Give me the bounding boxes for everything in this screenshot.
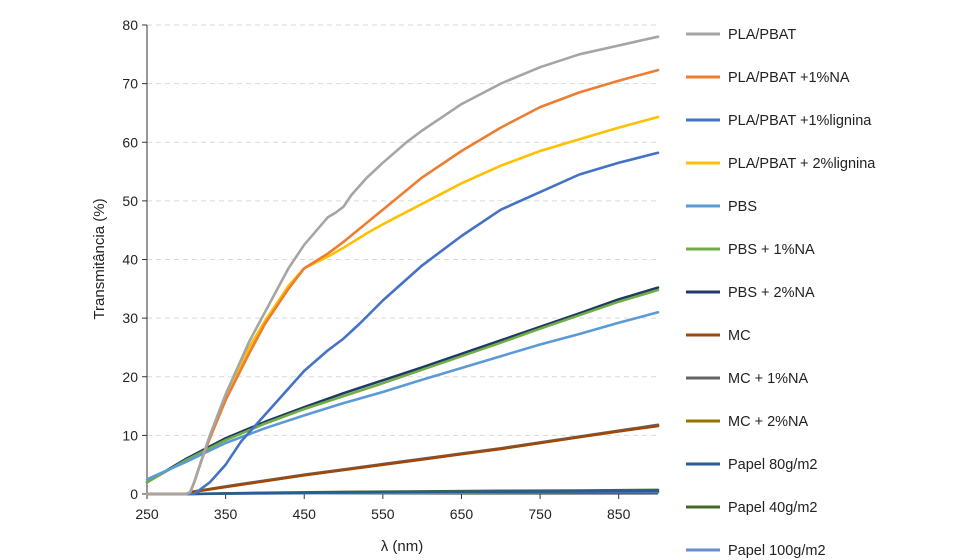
series-line-pbs-1-na [145, 288, 660, 484]
legend-item-pbs-2-na: PBS + 2%NA [686, 285, 815, 301]
legend-item-pla-pbat-1-na: PLA/PBAT +1%NA [686, 70, 850, 86]
legend: PLA/PBAT PLA/PBAT +1%NA PLA/PBAT +1%lignin… [686, 27, 876, 559]
legend-label: Papel 80g/m2 [728, 457, 817, 473]
x-tick-label: 750 [528, 506, 552, 522]
series-line-papel-80g-m2 [145, 489, 660, 496]
x-tick-label: 350 [214, 506, 238, 522]
series-line-pbs-2-na [145, 286, 660, 484]
legend-label: PBS [728, 199, 757, 215]
legend-label: PBS + 1%NA [728, 242, 815, 258]
series-line-pla-pbat-1-lignina [145, 151, 660, 496]
legend-label: PLA/PBAT [728, 27, 796, 43]
legend-item-pla-pbat-1-lignina: PLA/PBAT +1%lignina [686, 113, 872, 129]
y-tick-label: 70 [122, 76, 138, 92]
y-axis-title: Transmitância (%) [91, 198, 108, 319]
series-line-pla-pbat [145, 35, 660, 496]
legend-label: MC [728, 328, 751, 344]
legend-label: Papel 100g/m2 [728, 543, 826, 559]
legend-label: PLA/PBAT +1%NA [728, 70, 850, 86]
x-axis-title: λ (nm) [381, 538, 424, 555]
x-tick-label: 550 [371, 506, 395, 522]
series-line-pbs [145, 311, 660, 481]
legend-item-papel-80g-m2: Papel 80g/m2 [686, 457, 817, 473]
legend-item-papel-40g-m2: Papel 40g/m2 [686, 500, 817, 516]
legend-item-mc-2-na: MC + 2%NA [686, 414, 809, 430]
legend-item-mc: MC [686, 328, 751, 344]
legend-label: PLA/PBAT +1%lignina [728, 113, 872, 129]
axes: 0 10 20 30 40 50 60 70 80 250 350 450 550 650 750 850 [122, 17, 658, 522]
x-tick-label: 850 [607, 506, 631, 522]
y-tick-label: 10 [122, 427, 138, 443]
legend-label: PBS + 2%NA [728, 285, 815, 301]
legend-item-papel-100g-m2: Papel 100g/m2 [686, 543, 826, 559]
y-tick-label: 80 [122, 17, 138, 33]
x-tick-label: 650 [450, 506, 474, 522]
series-lines [145, 35, 660, 496]
y-tick-label: 40 [122, 252, 138, 268]
legend-label: MC + 2%NA [728, 414, 809, 430]
x-tick-label: 450 [293, 506, 317, 522]
y-tick-label: 20 [122, 369, 138, 385]
y-tick-label: 50 [122, 193, 138, 209]
y-tick-label: 30 [122, 310, 138, 326]
y-tick-label: 0 [130, 486, 138, 502]
legend-label: MC + 1%NA [728, 371, 809, 387]
legend-item-mc-1-na: MC + 1%NA [686, 371, 809, 387]
legend-label: Papel 40g/m2 [728, 500, 817, 516]
legend-item-pbs-1-na: PBS + 1%NA [686, 242, 815, 258]
legend-item-pla-pbat-2-lignina: PLA/PBAT + 2%lignina [686, 156, 876, 172]
series-line-mc [145, 424, 660, 496]
legend-item-pla-pbat: PLA/PBAT [686, 27, 796, 43]
x-tick-label: 250 [135, 506, 159, 522]
legend-label: PLA/PBAT + 2%lignina [728, 156, 876, 172]
legend-item-pbs: PBS [686, 199, 757, 215]
y-tick-label: 60 [122, 134, 138, 150]
